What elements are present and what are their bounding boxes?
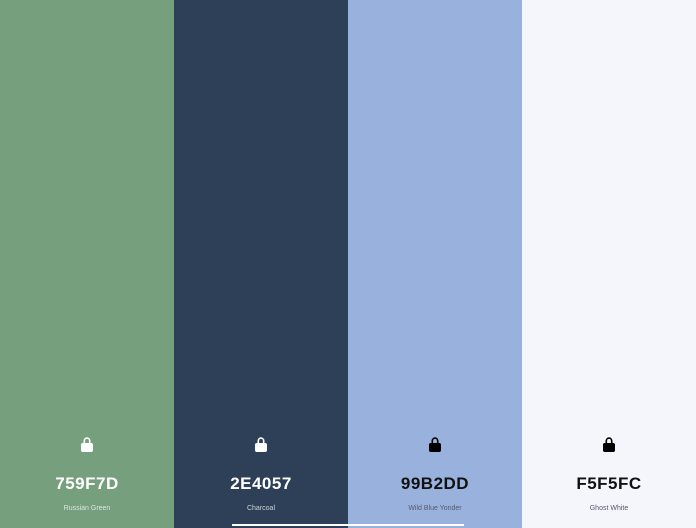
divider: [232, 524, 464, 526]
color-name: Wild Blue Yonder: [408, 505, 462, 512]
lock-icon[interactable]: [254, 436, 268, 452]
hex-code[interactable]: 99B2DD: [400, 474, 470, 493]
hex-code[interactable]: F5F5FC: [576, 474, 642, 493]
hex-code[interactable]: 759F7D: [55, 474, 119, 493]
lock-icon[interactable]: [602, 436, 616, 452]
color-swatch-3[interactable]: 99B2DD Wild Blue Yonder: [348, 0, 522, 528]
color-swatch-2[interactable]: 2E4057 Charcoal: [174, 0, 348, 528]
lock-icon[interactable]: [428, 436, 442, 452]
lock-icon[interactable]: [80, 436, 94, 452]
color-name: Russian Green: [63, 505, 111, 512]
color-swatch-4[interactable]: F5F5FC Ghost White: [522, 0, 696, 528]
color-swatch-1[interactable]: 759F7D Russian Green: [0, 0, 174, 528]
color-name: Ghost White: [589, 505, 629, 512]
hex-code[interactable]: 2E4057: [230, 474, 292, 493]
color-name: Charcoal: [246, 505, 275, 512]
